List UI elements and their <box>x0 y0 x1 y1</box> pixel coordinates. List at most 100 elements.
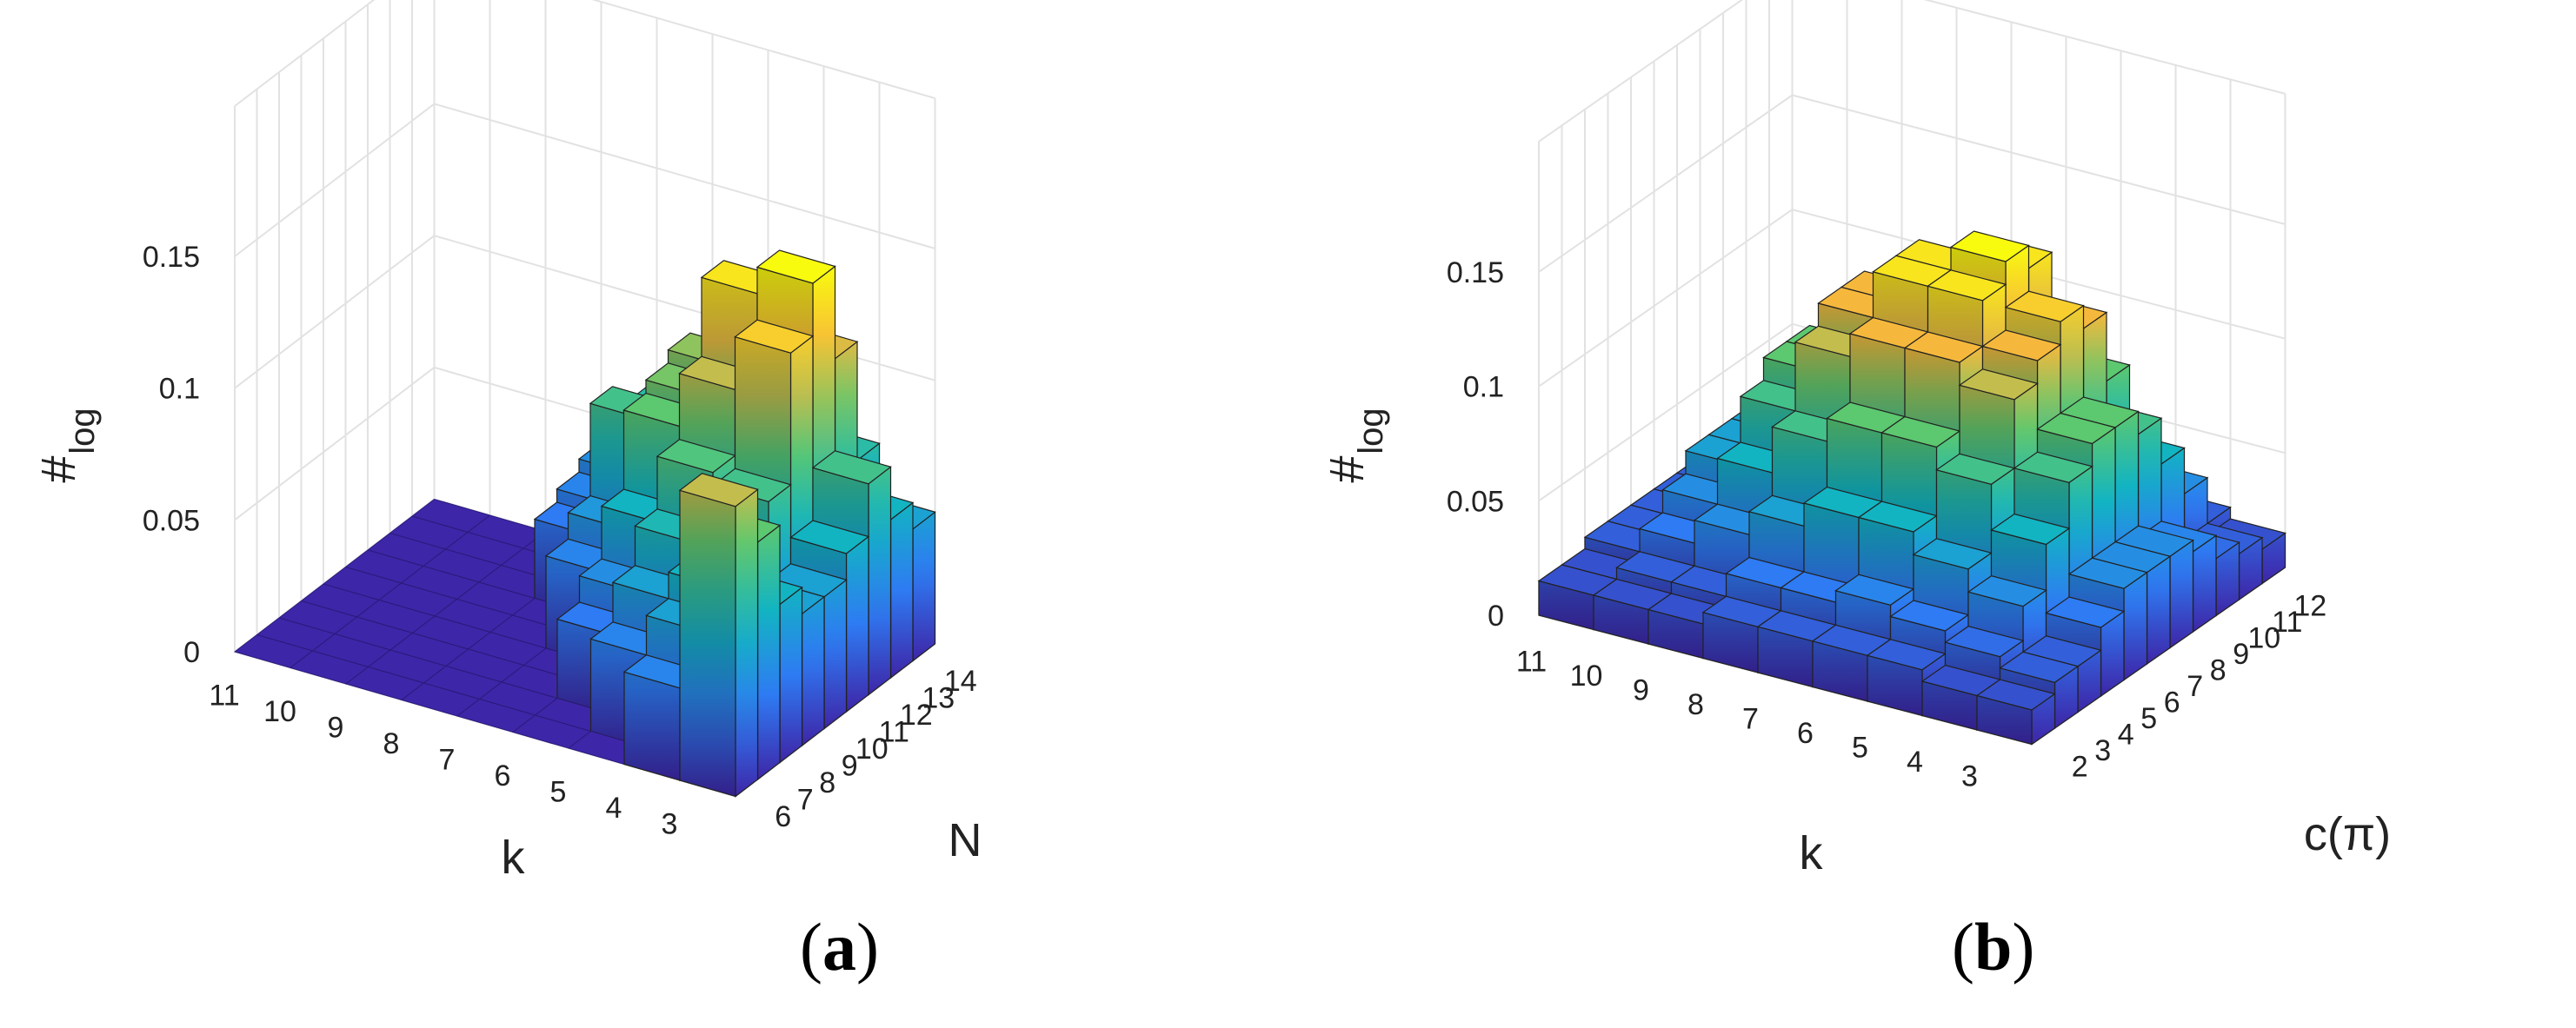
z-axis-label-text: # <box>30 455 85 482</box>
k-tick-label: 11 <box>209 679 239 712</box>
col-tick-label: 10 <box>855 733 889 766</box>
col-tick-label: 9 <box>842 749 858 782</box>
bar-top <box>734 319 815 354</box>
bar-top <box>811 450 892 485</box>
bar-top <box>2004 290 2085 322</box>
col-tick-label: 8 <box>2210 653 2227 686</box>
k-tick-label: 10 <box>1570 660 1603 693</box>
z-tick-label: 0 <box>183 636 200 669</box>
bar-face <box>889 501 914 680</box>
bar-face <box>623 671 681 781</box>
grid-line <box>1792 94 2286 225</box>
k-tick-label: 8 <box>383 727 400 760</box>
k-tick-label: 4 <box>1907 746 1923 779</box>
bars <box>233 249 936 798</box>
bar-top <box>2045 596 2126 628</box>
bar-top <box>1944 626 2025 658</box>
bar-top <box>755 249 836 284</box>
bar-top <box>2013 451 2093 483</box>
grid-line <box>1538 209 1794 388</box>
y-axis-label: N <box>949 814 982 866</box>
col-tick-label: 6 <box>2164 686 2180 719</box>
z-tick-label: 0.15 <box>143 241 200 274</box>
col-tick-label: 11 <box>2272 606 2302 639</box>
grid-line <box>1538 94 1794 273</box>
k-tick-label: 3 <box>1961 759 1978 793</box>
k-tick-label: 6 <box>1797 717 1814 750</box>
caption-b: (b) <box>1952 909 2035 985</box>
bar-face <box>735 488 759 798</box>
grid-line <box>234 367 436 521</box>
grid-line <box>1923 0 2286 95</box>
caption-a: (a) <box>800 909 879 985</box>
k-tick-label: 7 <box>1742 702 1759 735</box>
bar <box>1975 679 2056 746</box>
x-axis-label: k <box>502 832 526 884</box>
bar-top <box>1927 269 2007 302</box>
z-tick-label: 0.1 <box>1463 371 1504 404</box>
col-tick-label: 6 <box>775 800 791 833</box>
grid-line <box>234 0 376 107</box>
bar-face <box>868 466 892 696</box>
z-tick-label: 0.05 <box>1447 485 1504 518</box>
bar-face <box>2146 555 2171 666</box>
k-tick-label: 5 <box>1852 731 1868 764</box>
k-tick-label: 7 <box>439 743 456 776</box>
k-tick-label: 6 <box>495 759 511 793</box>
bar-face <box>2169 539 2194 649</box>
bar-face <box>801 595 825 747</box>
bar-face <box>679 489 736 798</box>
bar-top <box>1990 513 2071 546</box>
bar-top <box>678 473 759 507</box>
z-tick-label: 0.15 <box>1447 256 1504 289</box>
col-tick-label: 4 <box>2118 718 2134 751</box>
k-tick-label: 9 <box>1633 673 1649 706</box>
col-tick-label: 12 <box>2293 589 2326 622</box>
bar-face <box>2123 571 2148 681</box>
k-tick-label: 8 <box>1687 688 1704 721</box>
col-tick-label: 10 <box>2247 621 2280 654</box>
col-tick-label: 7 <box>797 783 814 816</box>
grid-line <box>234 235 436 389</box>
col-tick-label: 7 <box>2187 670 2203 703</box>
grid-line <box>1538 323 1794 502</box>
bar-face <box>912 511 936 662</box>
col-tick-label: 3 <box>2094 734 2111 767</box>
z-tick-label: 0.1 <box>159 373 200 406</box>
z-tick-label: 0 <box>1488 600 1504 633</box>
y-axis-label: c(π) <box>2304 808 2391 860</box>
z-axis-label-text: # <box>1319 455 1374 482</box>
bar-top <box>2067 557 2148 589</box>
grid-line <box>1538 0 1744 143</box>
bar-face <box>845 535 869 713</box>
z-axis-label-sub: log <box>1352 408 1390 454</box>
col-tick-label: 2 <box>2072 750 2088 783</box>
col-tick-label: 14 <box>944 665 977 698</box>
col-tick-label: 12 <box>900 699 933 732</box>
bar-top <box>1958 368 2039 401</box>
k-tick-label: 11 <box>1516 645 1547 678</box>
bars <box>1537 230 2286 746</box>
x-axis-label: k <box>1800 827 1824 879</box>
col-tick-label: 13 <box>922 681 955 714</box>
bar-top <box>1949 230 2030 262</box>
bar-face <box>779 586 803 764</box>
col-tick-label: 5 <box>2140 702 2157 735</box>
k-tick-label: 4 <box>606 792 622 825</box>
bar-face <box>756 524 781 781</box>
bar-top <box>1975 679 2056 711</box>
grid-line <box>434 103 935 249</box>
bar-face <box>823 579 848 730</box>
col-tick-label: 11 <box>879 715 909 748</box>
k-tick-label: 9 <box>328 711 344 744</box>
k-tick-label: 10 <box>263 695 296 728</box>
bar-top <box>2036 412 2117 445</box>
col-tick-label: 8 <box>819 766 835 799</box>
z-tick-label: 0.05 <box>143 504 200 537</box>
k-tick-label: 5 <box>550 775 567 808</box>
